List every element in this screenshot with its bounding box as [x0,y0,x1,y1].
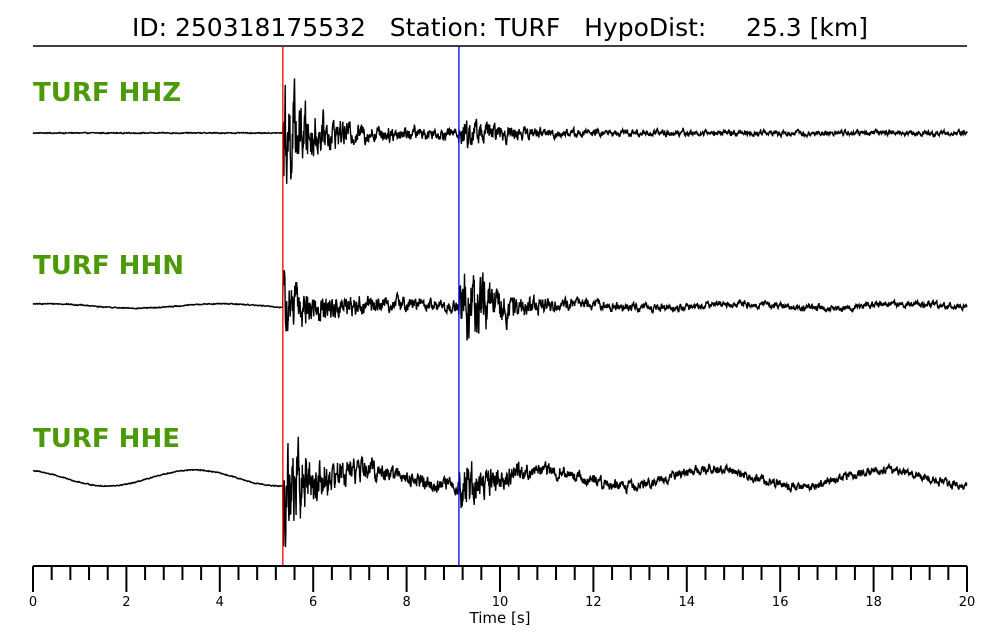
x-tick-label: 0 [29,595,37,610]
x-tick-label: 12 [585,595,602,610]
x-tick-label: 16 [772,595,789,610]
x-axis-label: Time [s] [469,609,531,627]
picks-group [282,46,460,566]
traces-group [32,78,968,548]
trace-label-hhn: TURF HHN [33,251,184,281]
waveform-trace [32,78,968,184]
x-tick-label: 4 [216,595,224,610]
waveform-trace [33,436,968,548]
trace-label-hhe: TURF HHE [33,424,180,454]
time-axis: 0 2 4 6 8 10 12 14 16 18 20 [29,565,976,610]
x-tick-label: 6 [309,595,317,610]
x-tick-label: 14 [679,595,696,610]
waveform-trace [32,270,968,341]
x-tick-label: 10 [492,595,509,610]
chart-title: ID: 250318175532 Station: TURF HypoDist:… [132,13,868,42]
x-tick-label: 18 [865,595,882,610]
x-tick-label: 20 [959,595,976,610]
x-tick-label: 8 [402,595,410,610]
x-tick-label: 2 [122,595,130,610]
trace-label-hhz: TURF HHZ [33,78,181,108]
